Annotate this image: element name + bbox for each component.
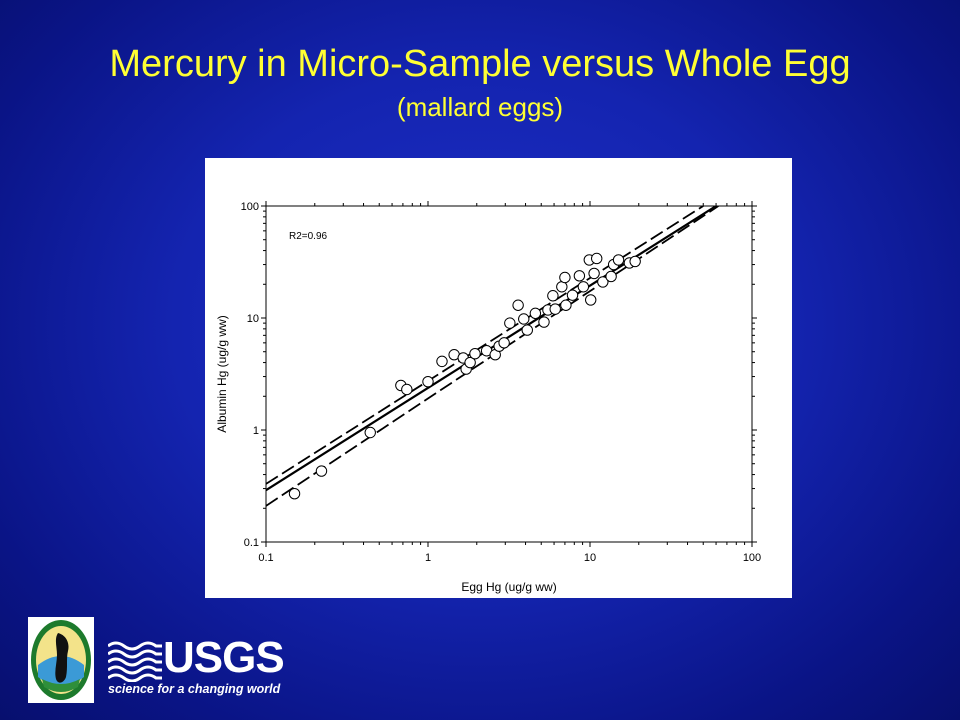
x-tick-label: 0.1 [258, 552, 273, 564]
y-tick-label: 10 [247, 313, 259, 325]
y-tick-label: 1 [253, 425, 259, 437]
data-point [559, 271, 571, 284]
data-point [597, 276, 609, 288]
y-axis-label: Albumin Hg (ug/g ww) [215, 315, 229, 432]
data-point [504, 317, 516, 329]
data-point [585, 294, 597, 306]
data-point [521, 324, 533, 336]
data-point [364, 426, 376, 439]
x-axis-label: Egg Hg (ug/g ww) [461, 580, 556, 594]
data-point [464, 356, 476, 369]
data-point [529, 307, 542, 320]
usgs-tagline: science for a changing world [108, 682, 281, 696]
data-point [518, 313, 530, 325]
data-point [422, 375, 434, 388]
data-point [436, 355, 448, 368]
data-point [629, 255, 641, 268]
data-point [577, 281, 590, 293]
data-point [612, 254, 625, 266]
usgs-wave-icon [108, 641, 162, 682]
data-point [315, 465, 328, 477]
data-point [573, 270, 586, 282]
data-point [549, 303, 561, 315]
chart-panel: R2=0.96 Egg Hg (ug/g ww) Albumin Hg (ug/… [205, 158, 792, 598]
patuxent-logo [28, 617, 94, 703]
x-tick-label: 100 [743, 552, 761, 564]
data-point [605, 270, 617, 283]
data-point [469, 348, 481, 360]
data-point [566, 289, 579, 301]
usgs-wordmark: USGS [163, 633, 285, 682]
plot-frame [265, 205, 753, 543]
slide-title: Mercury in Micro-Sample versus Whole Egg [109, 43, 851, 85]
scatter-chart: R2=0.96 Egg Hg (ug/g ww) Albumin Hg (ug/… [215, 201, 761, 594]
data-point [288, 487, 301, 500]
data-point [498, 337, 510, 349]
x-tick-label: 10 [584, 552, 596, 564]
y-tick-label: 100 [241, 201, 259, 213]
y-tick-label: 0.1 [244, 537, 259, 549]
usgs-logo: USGS science for a changing world [108, 634, 285, 698]
slide-subtitle: (mallard eggs) [396, 92, 564, 122]
data-point [512, 299, 524, 311]
x-tick-label: 1 [425, 552, 431, 564]
data-point [560, 299, 572, 311]
r2-annotation: R2=0.96 [289, 231, 328, 242]
data-point [538, 316, 550, 328]
confidence-band-line [266, 206, 704, 485]
data-point [547, 290, 559, 302]
data-point [591, 252, 603, 265]
data-point [401, 383, 413, 396]
data-point [588, 267, 600, 280]
